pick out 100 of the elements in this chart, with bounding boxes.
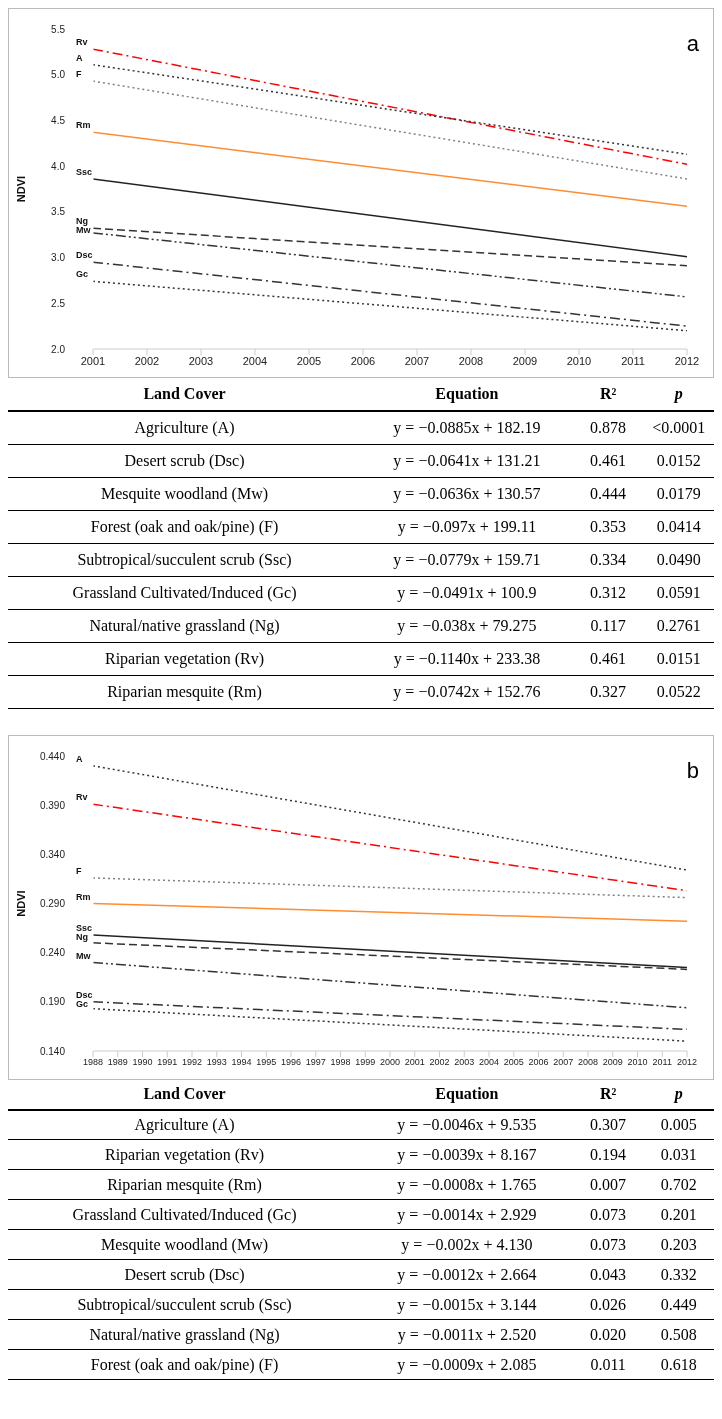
series-label: Rm: [76, 120, 91, 131]
x-tick-label: 2010: [627, 1056, 648, 1067]
x-tick-label: 2002: [134, 354, 160, 367]
text: y = −0.0012x + 2.664: [396, 1264, 538, 1286]
text: 0.0179: [655, 483, 702, 504]
x-tick-label: 2000: [379, 1056, 401, 1067]
text: 0.2761: [655, 615, 702, 636]
y-tick-label: 3.0: [51, 252, 66, 264]
text: 0.194: [589, 1144, 628, 1165]
text: Desert scrub (Dsc): [123, 1264, 246, 1286]
text: 0.0490: [655, 549, 702, 570]
series-label: Gc: [76, 269, 89, 280]
text: 0.011: [589, 1354, 627, 1375]
text: 0.332: [659, 1264, 698, 1285]
text: Agriculture (A): [133, 1114, 236, 1136]
text: 0.020: [589, 1324, 628, 1345]
x-tick-label: 2003: [454, 1056, 475, 1067]
category-label: Land Cover: [142, 1084, 227, 1104]
text: y = −0.0039x + 8.167: [396, 1144, 538, 1166]
x-tick-label: 2010: [566, 354, 592, 367]
text: Riparian mesquite (Rm): [106, 681, 263, 703]
y-tick-label: 0.290: [39, 897, 66, 909]
text: 0.312: [589, 582, 628, 603]
y-tick-label: 5.5: [51, 23, 66, 35]
text: Forest (oak and oak/pine) (F): [89, 516, 280, 538]
x-tick-label: 2011: [652, 1056, 672, 1067]
y-tick-label: 2.5: [51, 297, 66, 309]
x-tick-label: 1990: [132, 1056, 153, 1067]
x-tick-label: 2005: [296, 354, 322, 367]
series-label: Rm: [76, 891, 91, 901]
text: y = −0.0641x + 131.21: [392, 450, 542, 472]
text: 0.201: [659, 1204, 698, 1225]
text: Grassland Cultivated/Induced (Gc): [71, 1204, 298, 1226]
y-tick-label: 0.140: [39, 1045, 66, 1057]
text: 0.327: [589, 681, 628, 702]
text: y = −0.0046x + 9.535: [396, 1114, 538, 1136]
x-tick-label: 1991: [157, 1056, 178, 1067]
text: Riparian mesquite (Rm): [106, 1174, 263, 1196]
text: 0.0591: [655, 582, 702, 603]
text: 0.026: [589, 1294, 628, 1315]
x-tick-label: 2012: [676, 1056, 698, 1067]
x-tick-label: 1993: [206, 1056, 227, 1067]
x-tick-label: 1996: [280, 1056, 302, 1067]
text: 0.007: [589, 1174, 628, 1195]
text: 0.878: [589, 417, 628, 438]
text: y = −0.0014x + 2.929: [396, 1204, 538, 1226]
text: 0.0414: [655, 516, 702, 537]
text: 0.073: [589, 1234, 628, 1255]
y-tick-label: 4.0: [51, 160, 66, 172]
x-tick-label: 2002: [429, 1056, 450, 1067]
category-label: R²: [598, 1084, 618, 1104]
text: 0.0151: [655, 648, 702, 669]
text: 0.117: [589, 615, 627, 636]
text: Riparian vegetation (Rv): [103, 648, 266, 670]
series-label: A: [76, 753, 83, 764]
series-label: Dsc: [76, 989, 93, 1000]
text: y = −0.0015x + 3.144: [396, 1294, 538, 1316]
x-tick-label: 2011: [621, 354, 645, 367]
text: y = −0.0011x + 2.520: [396, 1324, 538, 1346]
series-label: A: [76, 52, 83, 63]
x-tick-label: 1988: [82, 1056, 104, 1067]
text: y = −0.0491x + 100.9: [396, 582, 538, 604]
text: y = −0.0636x + 130.57: [392, 483, 542, 505]
text: Mesquite woodland (Mw): [99, 1234, 270, 1256]
y-tick-label: 0.190: [39, 995, 66, 1007]
y-tick-label: 4.5: [51, 114, 66, 126]
text: 0.444: [589, 483, 628, 504]
x-tick-label: 1992: [181, 1056, 203, 1067]
x-tick-label: 2001: [80, 354, 106, 367]
y-tick-label: 0.240: [39, 946, 66, 958]
text: 0.031: [659, 1144, 698, 1165]
category-label: Equation: [434, 384, 500, 405]
category-label: R²: [598, 384, 618, 404]
series-label: F: [76, 69, 82, 80]
series-label: Mw: [76, 225, 92, 236]
annotation: a: [686, 31, 699, 57]
series-label: Mw: [76, 950, 92, 960]
text: y = −0.1140x + 233.38: [392, 648, 542, 670]
text: 0.461: [589, 450, 628, 471]
y-axis-title: NDVI: [14, 889, 27, 917]
text: Desert scrub (Dsc): [123, 450, 246, 472]
series-label: Rv: [76, 37, 88, 48]
x-tick-label: 1997: [305, 1056, 326, 1067]
text: y = −0.097x + 199.11: [396, 516, 538, 538]
series-label: Dsc: [76, 250, 93, 261]
text: 0.203: [659, 1234, 698, 1255]
x-tick-label: 2001: [404, 1056, 425, 1067]
x-tick-label: 2005: [503, 1056, 524, 1067]
text: Natural/native grassland (Ng): [88, 1324, 281, 1346]
x-tick-label: 2004: [478, 1056, 500, 1067]
text: y = −0.0779x + 159.71: [392, 549, 542, 571]
text: 0.073: [589, 1204, 628, 1225]
text: y = −0.002x + 4.130: [400, 1234, 534, 1256]
text: 0.702: [659, 1174, 698, 1195]
text: 0.461: [589, 648, 628, 669]
y-tick-label: 5.0: [51, 69, 66, 81]
text: 0.334: [589, 549, 628, 570]
x-tick-label: 2007: [404, 354, 430, 367]
x-tick-label: 1995: [256, 1056, 277, 1067]
text: 0.449: [659, 1294, 698, 1315]
